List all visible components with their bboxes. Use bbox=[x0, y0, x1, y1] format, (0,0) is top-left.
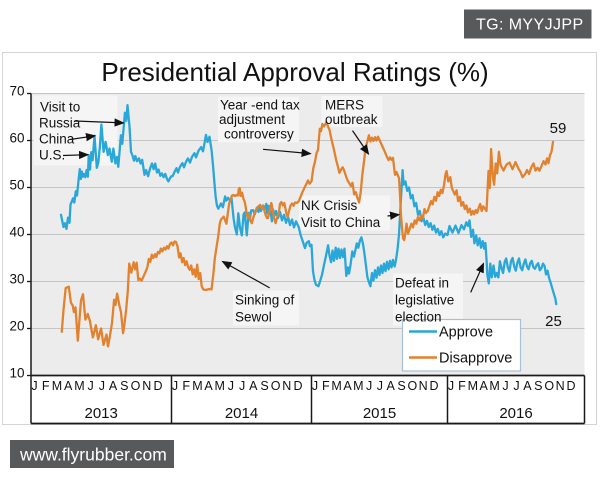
svg-text:F: F bbox=[182, 379, 190, 393]
svg-text:J: J bbox=[448, 379, 454, 393]
svg-text:S: S bbox=[534, 379, 542, 393]
svg-text:J: J bbox=[377, 379, 383, 393]
svg-text:D: D bbox=[429, 379, 438, 393]
svg-text:adjustment: adjustment bbox=[219, 112, 285, 127]
svg-text:TG: MYYJJPP: TG: MYYJJPP bbox=[476, 17, 584, 34]
svg-text:outbreak: outbreak bbox=[325, 112, 378, 127]
svg-text:10: 10 bbox=[9, 365, 24, 380]
svg-text:M: M bbox=[74, 379, 84, 393]
svg-text:J: J bbox=[513, 379, 519, 393]
svg-text:A: A bbox=[64, 379, 73, 393]
svg-text:China: China bbox=[39, 132, 75, 147]
svg-text:2015: 2015 bbox=[363, 405, 396, 422]
svg-text:Sewol: Sewol bbox=[235, 310, 272, 325]
svg-text:M: M bbox=[489, 379, 499, 393]
svg-text:M: M bbox=[468, 379, 478, 393]
svg-text:59: 59 bbox=[550, 120, 567, 137]
svg-text:J: J bbox=[87, 379, 93, 393]
svg-text:N: N bbox=[282, 379, 291, 393]
svg-text:J: J bbox=[228, 379, 234, 393]
svg-text:U.S.: U.S. bbox=[39, 148, 65, 163]
svg-text:NK Crisis: NK Crisis bbox=[301, 198, 357, 213]
svg-text:M: M bbox=[52, 379, 62, 393]
svg-text:F: F bbox=[458, 379, 466, 393]
svg-text:A: A bbox=[480, 379, 489, 393]
svg-text:J: J bbox=[312, 379, 318, 393]
svg-text:N: N bbox=[142, 379, 151, 393]
svg-text:J: J bbox=[366, 379, 372, 393]
svg-text:A: A bbox=[343, 379, 352, 393]
svg-text:20: 20 bbox=[9, 318, 24, 333]
svg-text:J: J bbox=[502, 379, 508, 393]
svg-text:S: S bbox=[397, 379, 405, 393]
svg-text:A: A bbox=[523, 379, 532, 393]
svg-text:2013: 2013 bbox=[85, 405, 118, 422]
svg-text:J: J bbox=[99, 379, 105, 393]
svg-text:A: A bbox=[204, 379, 213, 393]
svg-text:J: J bbox=[172, 379, 178, 393]
svg-text:F: F bbox=[42, 379, 50, 393]
svg-text:S: S bbox=[120, 379, 128, 393]
svg-text:40: 40 bbox=[9, 224, 24, 239]
svg-text:Approve: Approve bbox=[439, 325, 493, 341]
svg-text:2014: 2014 bbox=[225, 405, 258, 422]
svg-text:A: A bbox=[109, 379, 118, 393]
svg-text:70: 70 bbox=[9, 83, 24, 98]
svg-text:election: election bbox=[395, 310, 442, 325]
svg-text:50: 50 bbox=[9, 177, 24, 192]
svg-text:O: O bbox=[544, 379, 554, 393]
svg-text:O: O bbox=[131, 379, 141, 393]
svg-text:M: M bbox=[192, 379, 202, 393]
svg-text:2016: 2016 bbox=[499, 405, 532, 422]
svg-text:O: O bbox=[271, 379, 281, 393]
svg-text:S: S bbox=[260, 379, 268, 393]
svg-text:60: 60 bbox=[9, 130, 24, 145]
svg-text:Russia: Russia bbox=[39, 116, 81, 131]
svg-text:O: O bbox=[408, 379, 418, 393]
svg-text:D: D bbox=[566, 379, 575, 393]
svg-text:D: D bbox=[293, 379, 302, 393]
svg-text:J: J bbox=[239, 379, 245, 393]
svg-text:M: M bbox=[214, 379, 224, 393]
svg-text:D: D bbox=[153, 379, 162, 393]
svg-text:controversy: controversy bbox=[224, 127, 294, 142]
svg-text:25: 25 bbox=[545, 313, 562, 330]
svg-text:Defeat in: Defeat in bbox=[395, 276, 449, 291]
svg-text:A: A bbox=[249, 379, 258, 393]
svg-text:N: N bbox=[556, 379, 565, 393]
svg-text:Visit to: Visit to bbox=[40, 100, 80, 115]
svg-text:A: A bbox=[387, 379, 396, 393]
svg-text:Year -end tax: Year -end tax bbox=[220, 98, 300, 113]
svg-text:N: N bbox=[419, 379, 428, 393]
svg-text:Presidential Approval Ratings: Presidential Approval Ratings (%) bbox=[101, 57, 488, 87]
svg-text:Disapprove: Disapprove bbox=[439, 351, 512, 367]
svg-text:www.flyrubber.com: www.flyrubber.com bbox=[19, 445, 167, 465]
svg-text:MERS: MERS bbox=[325, 98, 364, 113]
svg-text:M: M bbox=[353, 379, 363, 393]
svg-text:legislative: legislative bbox=[395, 293, 454, 308]
svg-text:Sinking of: Sinking of bbox=[235, 293, 295, 308]
svg-text:J: J bbox=[31, 379, 37, 393]
svg-text:Visit to China: Visit to China bbox=[301, 215, 381, 230]
svg-text:30: 30 bbox=[9, 271, 24, 286]
svg-text:M: M bbox=[331, 379, 341, 393]
svg-text:F: F bbox=[322, 379, 330, 393]
